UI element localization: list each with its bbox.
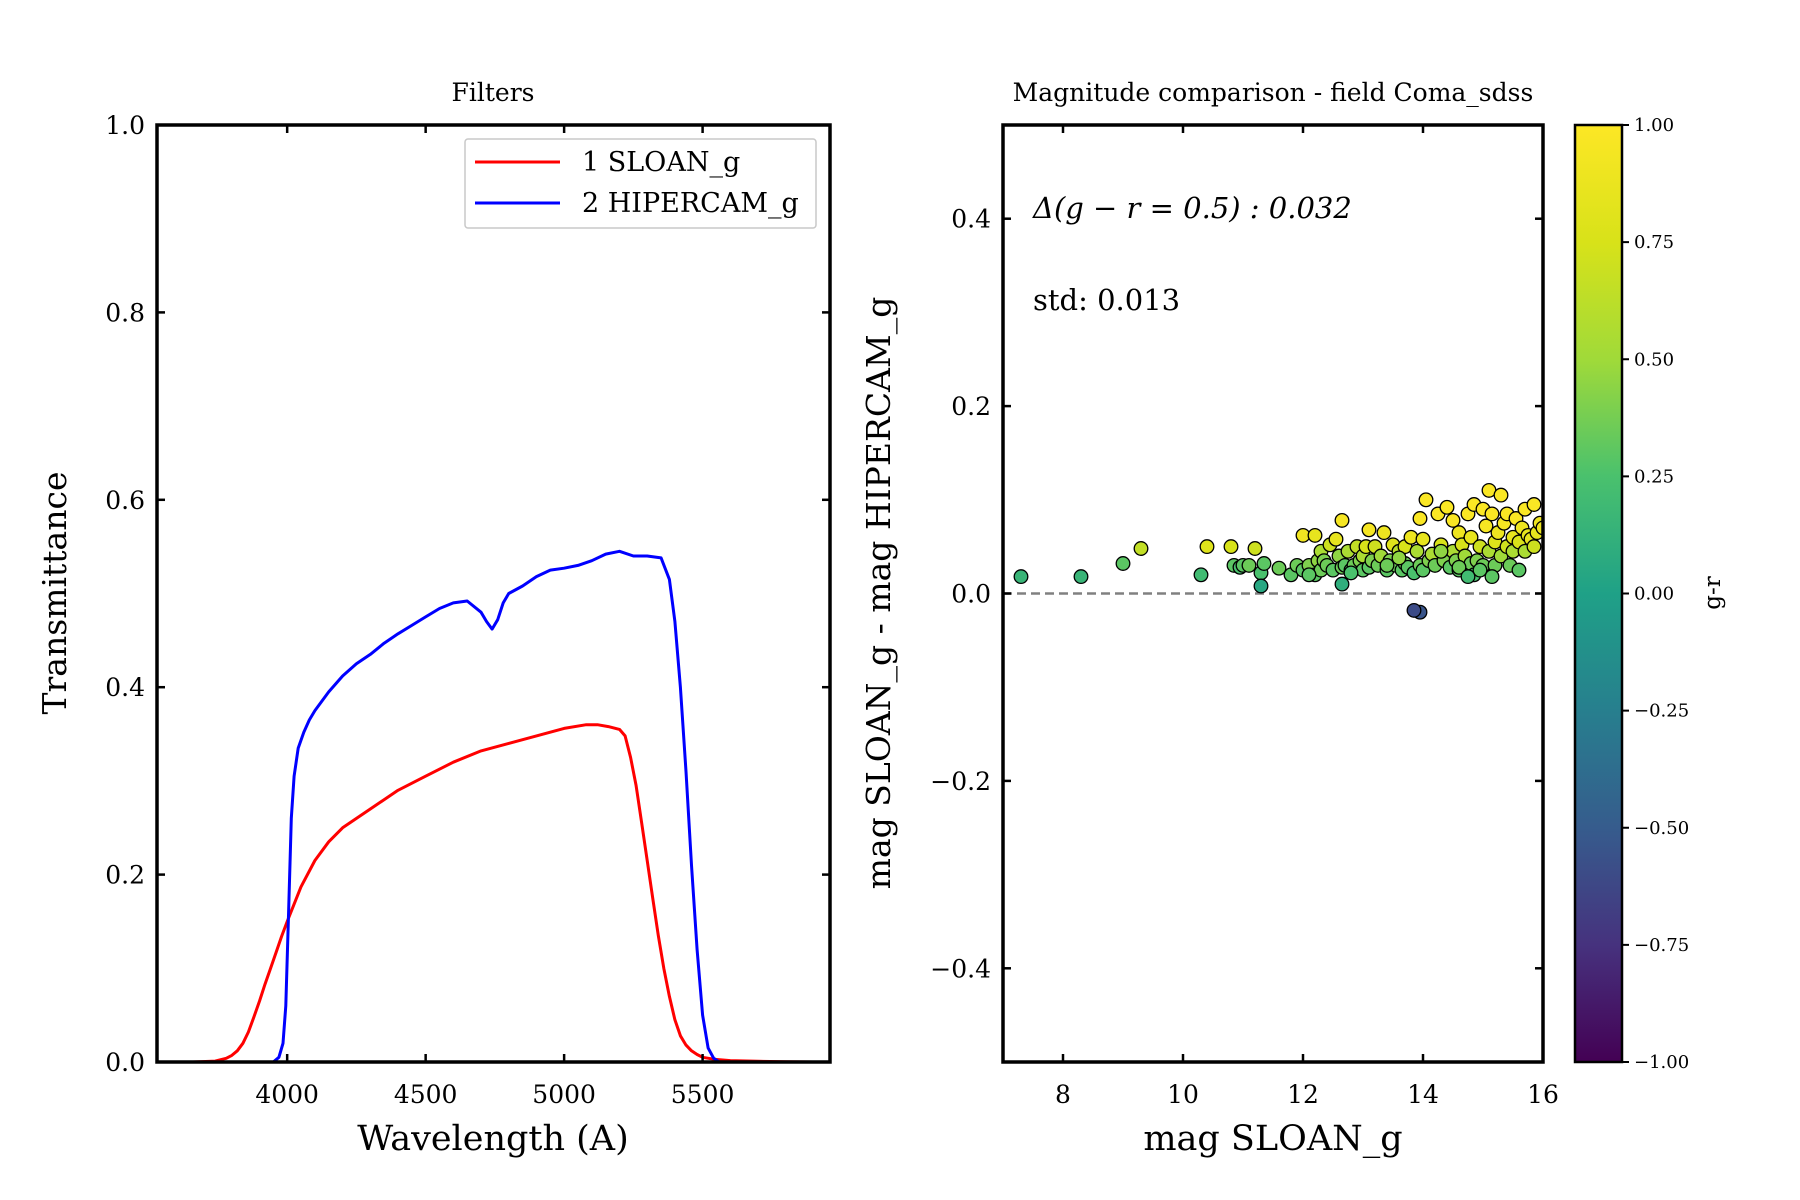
- scatter-point: [1223, 539, 1239, 555]
- y-tick-label: 0.6: [105, 486, 145, 515]
- scatter-point: [1379, 557, 1395, 573]
- scatter-point: [1433, 543, 1449, 559]
- scatter-point: [1193, 567, 1209, 583]
- x-tick-label: 8: [1055, 1080, 1071, 1109]
- scatter-point: [1463, 529, 1479, 545]
- magnitude-title: Magnitude comparison - field Coma_sdss: [1013, 78, 1534, 107]
- legend-label-hipercam: 2 HIPERCAM_g: [582, 188, 799, 219]
- scatter-point: [1301, 567, 1317, 583]
- x-tick-label: 16: [1527, 1080, 1559, 1109]
- colorbar-tick-label: −0.50: [1634, 818, 1689, 839]
- y-tick-label: 0.0: [951, 580, 991, 609]
- colorbar-gradient: [1573, 123, 1624, 1064]
- y-tick-label: −0.2: [930, 767, 991, 796]
- scatter-point: [1199, 539, 1215, 555]
- scatter-point: [1406, 602, 1422, 618]
- magnitude-y-axis-label: mag SLOAN_g - mag HIPERCAM_g: [859, 297, 899, 890]
- scatter-point: [1391, 550, 1407, 566]
- y-tick-label: 0.2: [105, 861, 145, 890]
- x-tick-label: 5000: [532, 1080, 596, 1109]
- magnitude-annotation-std: std: 0.013: [1033, 283, 1180, 317]
- scatter-point: [1511, 562, 1527, 578]
- colorbar-tick-label: 0.50: [1634, 349, 1674, 370]
- x-tick-label: 14: [1407, 1080, 1439, 1109]
- series-line-1: [272, 549, 721, 1062]
- x-tick-label: 4500: [394, 1080, 458, 1109]
- scatter-point: [1418, 492, 1434, 508]
- scatter-point: [1271, 560, 1287, 576]
- scatter-point: [1241, 557, 1257, 573]
- scatter-point: [1247, 541, 1263, 556]
- colorbar-tick-label: −1.00: [1634, 1052, 1689, 1073]
- filters-title: Filters: [452, 78, 535, 107]
- scatter-point: [1451, 559, 1467, 575]
- colorbar: 1.00 0.75 0.50 0.25 0.00 −0.25 −0.50 −0.75 −1.00…: [1573, 115, 1726, 1073]
- scatter-point: [1409, 543, 1425, 559]
- scatter-point: [1526, 539, 1542, 555]
- scatter-point: [1445, 512, 1461, 528]
- y-tick-label: 1.0: [105, 111, 145, 140]
- scatter-point: [1361, 522, 1377, 538]
- colorbar-tick-label: 0.00: [1634, 584, 1674, 605]
- colorbar-tick-label: 0.75: [1634, 232, 1674, 253]
- scatter-point: [1334, 512, 1350, 528]
- magnitude-annotation-delta: Δ(g − r = 0.5) : 0.032: [1032, 191, 1352, 225]
- y-tick-label: −0.4: [930, 954, 991, 983]
- scatter-point: [1484, 506, 1500, 522]
- y-tick-label: 0.2: [951, 392, 991, 421]
- scatter-point: [1253, 578, 1269, 594]
- filters-y-axis-label: Transmittance: [35, 472, 74, 715]
- scatter-point: [1472, 562, 1488, 578]
- scatter-point: [1115, 556, 1131, 571]
- colorbar-label: g-r: [1700, 576, 1726, 610]
- colorbar-tick-label: −0.75: [1634, 935, 1689, 956]
- scatter-point: [1343, 565, 1359, 581]
- scatter-point: [1493, 487, 1509, 503]
- colorbar-tick-label: 1.00: [1634, 115, 1674, 136]
- scatter-point: [1013, 569, 1029, 585]
- x-tick-label: 12: [1287, 1080, 1319, 1109]
- legend-label-sloan: 1 SLOAN_g: [582, 147, 740, 178]
- scatter-point: [1307, 527, 1323, 543]
- x-tick-label: 10: [1167, 1080, 1199, 1109]
- scatter-point: [1403, 529, 1419, 545]
- scatter-point: [1415, 531, 1431, 547]
- scatter-point: [1328, 531, 1344, 547]
- scatter-point: [1484, 569, 1500, 585]
- filters-axes-frame: [155, 123, 832, 1064]
- filters-x-axis-label: Wavelength (A): [357, 1119, 628, 1159]
- filters-panel: Filters 4000 4500 5000 5500 0.0 0.2 0.4 0.6 0.8 1…: [35, 78, 832, 1159]
- y-tick-label: 0.4: [951, 205, 991, 234]
- scatter-point: [1439, 499, 1455, 515]
- scatter-point: [1478, 518, 1494, 534]
- y-tick-label: 0.0: [105, 1048, 145, 1077]
- magnitude-x-axis-label: mag SLOAN_g: [1143, 1119, 1402, 1159]
- scatter-point: [1376, 525, 1392, 541]
- magnitude-comparison-panel: Magnitude comparison - field Coma_sdss 8…: [859, 78, 1559, 1159]
- y-tick-label: 0.8: [105, 298, 145, 327]
- filters-legend: 1 SLOAN_g 2 HIPERCAM_g: [464, 138, 817, 229]
- scatter-point: [1460, 569, 1476, 585]
- scatter-point: [1073, 569, 1089, 585]
- x-tick-label: 5500: [671, 1080, 735, 1109]
- colorbar-tick-label: 0.25: [1634, 466, 1674, 487]
- scatter-point: [1526, 497, 1542, 512]
- x-tick-label: 4000: [255, 1080, 319, 1109]
- series-line-0: [192, 723, 814, 1062]
- scatter-point: [1133, 541, 1149, 556]
- y-tick-label: 0.4: [105, 673, 145, 702]
- magnitude-axes-frame: [1001, 123, 1545, 1064]
- colorbar-tick-label: −0.25: [1634, 701, 1689, 722]
- scatter-point: [1412, 511, 1428, 526]
- scatter-point: [1256, 556, 1272, 571]
- scatter-point: [1334, 576, 1350, 592]
